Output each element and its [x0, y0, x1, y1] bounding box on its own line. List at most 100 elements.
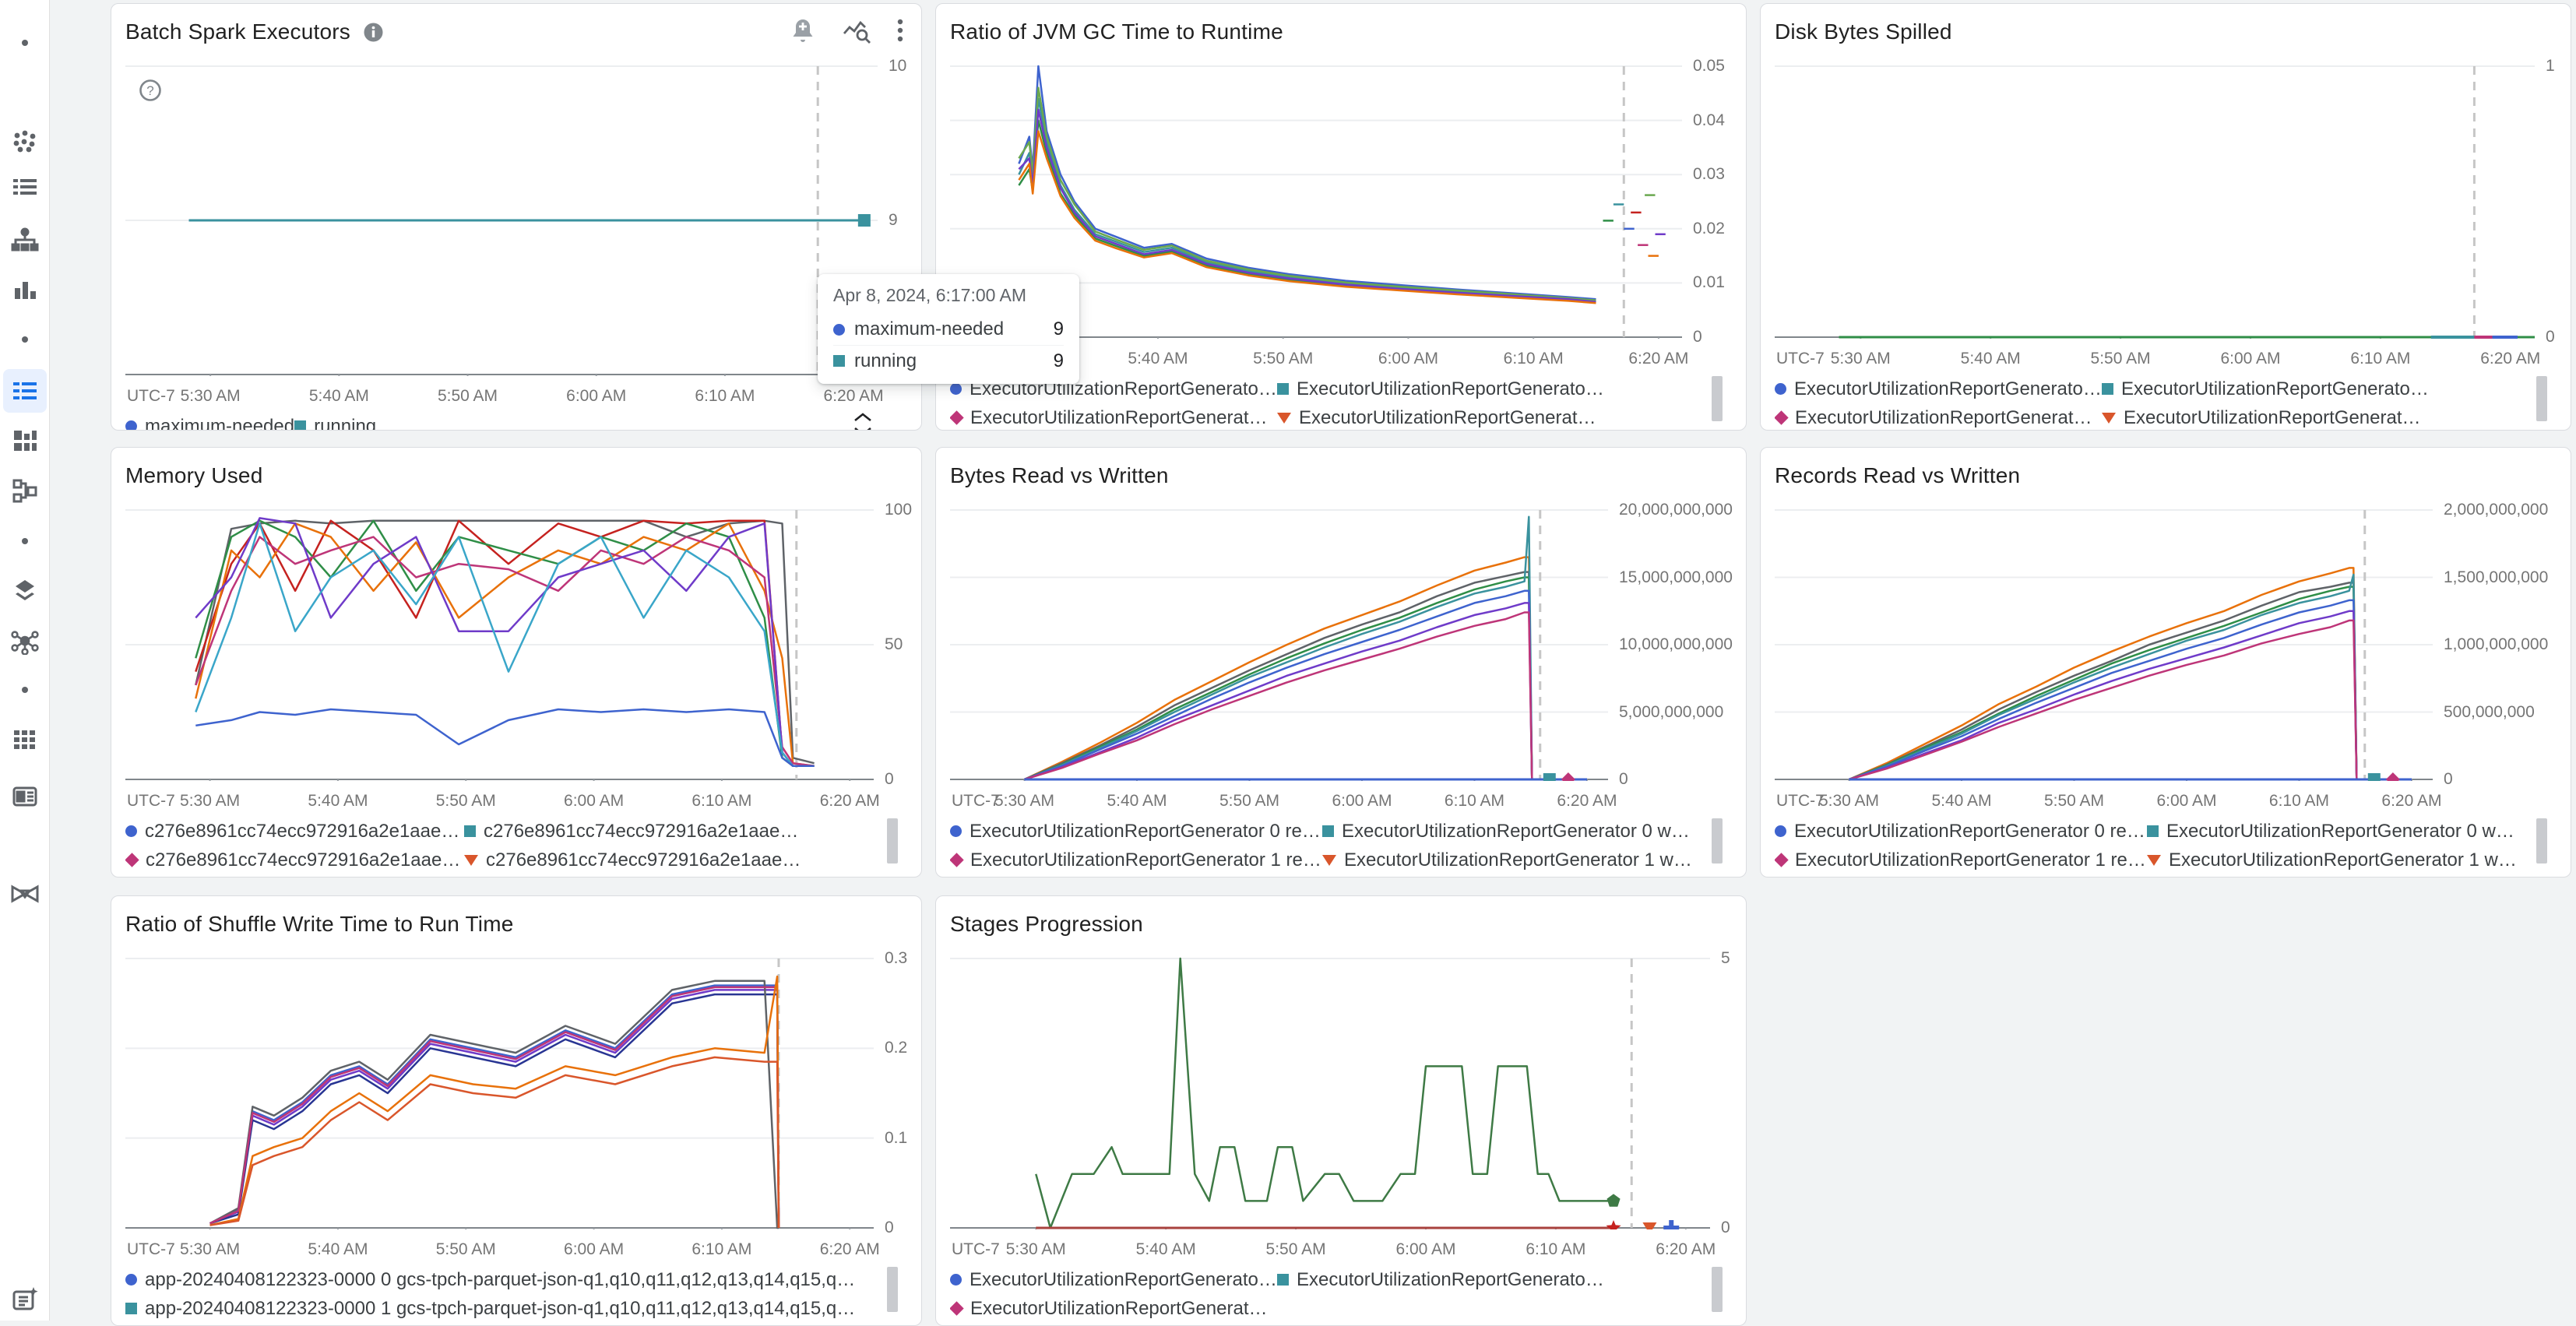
series-line	[1024, 611, 1533, 781]
legend-marker-diamond	[1775, 410, 1789, 425]
dashboard-blocks-icon[interactable]	[0, 419, 50, 463]
y-axis-label: 0.02	[1693, 219, 1725, 237]
compose-sparkle-icon[interactable]	[0, 1278, 50, 1321]
legend-item[interactable]: ExecutorUtilizationReportGenerator faile…	[950, 1269, 1277, 1291]
legend-item[interactable]: ExecutorUtilizationReportGenerator 4	[2102, 407, 2429, 429]
tooltip-series-value: 9	[1053, 318, 1064, 339]
panel-title: Ratio of JVM GC Time to Runtime	[950, 19, 1283, 44]
series-line	[1849, 586, 2358, 781]
explore-chart-icon[interactable]	[842, 16, 871, 48]
legend-scrollbar[interactable]	[2536, 818, 2547, 863]
legend-scrollbar[interactable]	[1712, 376, 1723, 421]
y-axis-label: 0	[2546, 328, 2555, 346]
chart-legend: ExecutorUtilizationReportGenerator 0 Exec…	[1775, 375, 2557, 430]
legend-item[interactable]: ExecutorUtilizationReportGenerator 1	[1277, 378, 1604, 400]
panel-records-read-vs-written: Records Read vs Written UTC-7 5:30 AM 5:40…	[1760, 447, 2571, 878]
chart-plot[interactable]	[1775, 505, 2433, 786]
legend-expand-control[interactable]	[853, 412, 873, 430]
legend-row: ExecutorUtilizationReportGenerator 0 rea…	[1775, 817, 2519, 846]
legend-item[interactable]: ExecutorUtilizationReportGenerator 1 rea…	[950, 849, 1322, 871]
legend-item[interactable]: ExecutorUtilizationReportGenerator 2	[1775, 407, 2102, 429]
chart-plot[interactable]	[950, 505, 1608, 786]
legend-item[interactable]: ExecutorUtilizationReportGenerator 0	[950, 378, 1277, 400]
dot-icon[interactable]	[0, 668, 50, 712]
dot-icon[interactable]	[0, 318, 50, 361]
legend-item[interactable]: ExecutorUtilizationReportGenerator 1 rea…	[1775, 849, 2147, 871]
legend-item[interactable]: c276e8961cc74ecc972916a2e1aae312-w-0	[464, 821, 803, 842]
cluster-icon[interactable]	[0, 119, 50, 163]
legend-scrollbar[interactable]	[887, 1267, 898, 1312]
y-axis-label: 10	[889, 57, 907, 75]
legend-item[interactable]: maximum-needed	[125, 416, 294, 430]
legend-marker-tri	[464, 854, 478, 866]
legend-marker-circle	[950, 825, 962, 837]
legend-item[interactable]: ExecutorUtilizationReportGenerator 0 rea…	[950, 821, 1322, 842]
x-axis-label: 5:50 AM	[2043, 792, 2104, 810]
grid-icon[interactable]	[0, 718, 50, 761]
chart-plot[interactable]	[125, 62, 878, 382]
create-alert-bell-icon[interactable]	[789, 16, 817, 48]
legend-scrollbar[interactable]	[1712, 818, 1723, 863]
network-icon[interactable]	[0, 619, 50, 663]
y-axis-label: 10,000,000,000	[1619, 635, 1733, 653]
flow-icon[interactable]	[0, 470, 50, 513]
layers-icon[interactable]	[0, 569, 50, 613]
legend-item[interactable]: ExecutorUtilizationReportGenerator 2	[950, 407, 1277, 429]
list-icon[interactable]	[0, 167, 50, 210]
legend-item[interactable]: running	[294, 416, 376, 430]
legend-scrollbar[interactable]	[1712, 1267, 1723, 1312]
x-axis-label: 6:20 AM	[819, 792, 880, 810]
x-axis-label: 6:00 AM	[564, 1240, 625, 1258]
dot-icon[interactable]	[0, 519, 50, 563]
legend-item[interactable]: c276e8961cc74ecc972916a2e1aae312-w-2	[464, 849, 803, 871]
chart-plot[interactable]	[950, 954, 1710, 1236]
bar-chart-icon[interactable]	[0, 268, 50, 311]
tree-icon[interactable]	[0, 218, 50, 262]
legend-label: app-20240408122323-0000 0 gcs-tpch-parqu…	[145, 1268, 857, 1290]
legend-item[interactable]: ExecutorUtilizationReportGenerator 0 wri…	[1322, 821, 1694, 842]
legend-item[interactable]: ExecutorUtilizationReportGenerator 0 rea…	[1775, 821, 2147, 842]
legend-marker-tri	[2147, 854, 2161, 866]
help-icon[interactable]: ?	[139, 79, 162, 106]
x-axis-label: 5:40 AM	[308, 792, 368, 810]
chart-plot[interactable]	[1775, 62, 2539, 344]
info-icon[interactable]	[363, 22, 384, 43]
y-axis-label: 0	[2444, 770, 2453, 788]
legend-scrollbar[interactable]	[2536, 376, 2547, 421]
chart-plot[interactable]	[125, 505, 874, 786]
legend-item[interactable]: c276e8961cc74ecc972916a2e1aae312-w-1	[125, 849, 464, 871]
legend-item[interactable]: ExecutorUtilizationReportGenerator 1	[2102, 378, 2429, 400]
series-line	[195, 519, 815, 767]
legend-item[interactable]: app-20240408122323-0000 1 gcs-tpch-parqu…	[125, 1298, 857, 1320]
legend-label: ExecutorUtilizationReportGenerator 1	[1297, 378, 1604, 399]
legend-item[interactable]: ExecutorUtilizationReportGenerator 1 wri…	[1322, 849, 1694, 871]
legend-scrollbar[interactable]	[887, 818, 898, 863]
legend-item[interactable]: ExecutorUtilizationReportGenerator 4	[1277, 407, 1604, 429]
legend-item[interactable]: ExecutorUtilizationReportGenerator 1 wri…	[2147, 849, 2519, 871]
legend-item[interactable]: c276e8961cc74ecc972916a2e1aae312-m	[125, 821, 464, 842]
legend-marker-square	[1322, 825, 1334, 837]
legend-label: ExecutorUtilizationReportGenerator 0 rea…	[1794, 820, 2147, 842]
dashboards-list-icon-selected[interactable]	[0, 369, 50, 413]
legend-row: ExecutorUtilizationReportGenerator 0 Exec…	[950, 375, 1694, 403]
chart-plot[interactable]	[950, 62, 1682, 344]
more-options-kebab-icon[interactable]	[896, 16, 904, 48]
legend-item[interactable]: app-20240408122323-0000 0 gcs-tpch-parqu…	[125, 1269, 857, 1291]
card-icon[interactable]	[0, 775, 50, 818]
chart-plot[interactable]	[125, 954, 874, 1235]
series-line	[1018, 86, 1596, 301]
legend-item[interactable]: ExecutorUtilizationReportGenerator runni…	[1277, 1269, 1604, 1291]
legend-item[interactable]: ExecutorUtilizationReportGenerator 0 wri…	[2147, 821, 2519, 842]
legend-marker-square	[1277, 1274, 1289, 1286]
y-axis-label: 50	[885, 635, 903, 653]
legend-item[interactable]: ExecutorUtilizationReportGenerator waiti…	[950, 1298, 1277, 1320]
series-line	[209, 984, 780, 1229]
legend-item[interactable]: ExecutorUtilizationReportGenerator 0	[1775, 378, 2102, 400]
dot-icon[interactable]	[0, 21, 50, 65]
bowtie-icon[interactable]	[0, 872, 50, 916]
x-axis-label: 5:30 AM	[1830, 350, 1891, 368]
legend-row: ExecutorUtilizationReportGenerator 0 Exec…	[1775, 375, 2519, 403]
panel-title: Memory Used	[125, 463, 263, 487]
x-axis-label: 5:30 AM	[180, 387, 241, 405]
